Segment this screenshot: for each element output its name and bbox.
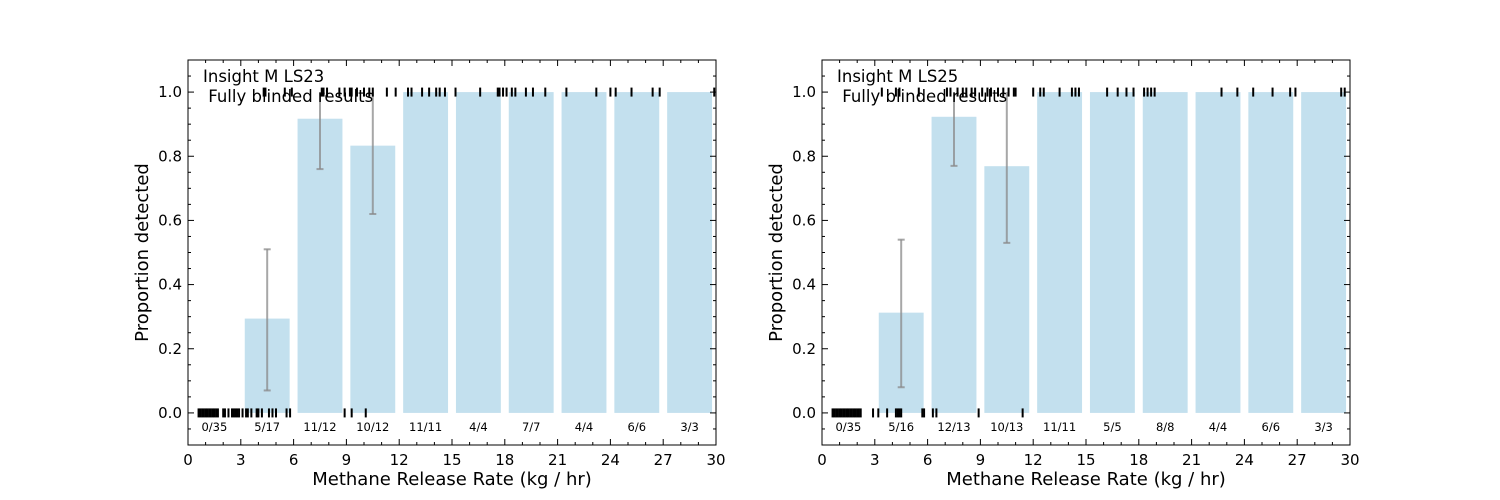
bin-count-label: 10/13 bbox=[990, 420, 1023, 434]
x-axis-label: Methane Release Rate (kg / hr) bbox=[312, 469, 592, 490]
bin-count-label: 11/11 bbox=[1043, 420, 1076, 434]
bar bbox=[1089, 92, 1135, 413]
x-tick-label: 24 bbox=[601, 451, 620, 469]
bin-count-label: 7/7 bbox=[522, 420, 541, 434]
x-axis-label: Methane Release Rate (kg / hr) bbox=[946, 469, 1226, 490]
bin-count-label: 0/35 bbox=[201, 420, 227, 434]
chart-panel-2: 0/35 5/16 12/13 10/13 11/11 5/5 8/8 4/4 6/6 3/3 0 3… bbox=[766, 59, 1360, 490]
x-tick-label: 0 bbox=[183, 451, 193, 469]
x-tick-label: 0 bbox=[817, 451, 827, 469]
bin-count-label: 0/35 bbox=[835, 420, 861, 434]
x-tick-label: 21 bbox=[548, 451, 567, 469]
y-tick-label: 1.0 bbox=[158, 83, 182, 101]
x-tick-label: 12 bbox=[390, 451, 409, 469]
chart-title-line2: Fully blinded results bbox=[837, 87, 1007, 106]
x-tick-label: 30 bbox=[1340, 451, 1359, 469]
y-tick-label: 0.2 bbox=[792, 340, 816, 358]
error-bar bbox=[263, 248, 271, 392]
x-tick-label: 27 bbox=[654, 451, 673, 469]
bin-count-label: 3/3 bbox=[1314, 420, 1333, 434]
x-tick-label: 3 bbox=[236, 451, 246, 469]
bar bbox=[508, 92, 554, 413]
y-tick-label: 0.6 bbox=[792, 211, 816, 229]
y-axis-label: Proportion detected bbox=[132, 163, 153, 342]
bin-count-label: 4/4 bbox=[575, 420, 594, 434]
y-tick-label: 0.6 bbox=[158, 211, 182, 229]
bin-count-label: 8/8 bbox=[1156, 420, 1175, 434]
x-tick-label: 18 bbox=[1129, 451, 1148, 469]
x-tick-label: 3 bbox=[870, 451, 880, 469]
x-tick-label: 27 bbox=[1288, 451, 1307, 469]
bin-count-label: 5/17 bbox=[254, 420, 280, 434]
bin-count-label: 6/6 bbox=[628, 420, 647, 434]
bin-count-label: 3/3 bbox=[680, 420, 699, 434]
x-tick-label: 15 bbox=[1076, 451, 1095, 469]
x-tick-label: 6 bbox=[923, 451, 933, 469]
x-tick-label: 21 bbox=[1182, 451, 1201, 469]
y-tick-label: 0.4 bbox=[158, 276, 182, 294]
bar bbox=[1195, 92, 1241, 413]
x-tick-label: 9 bbox=[342, 451, 352, 469]
x-tick-label: 12 bbox=[1024, 451, 1043, 469]
y-tick-label: 0.4 bbox=[792, 276, 816, 294]
bar bbox=[667, 92, 713, 413]
bin-count-label: 5/16 bbox=[888, 420, 914, 434]
x-tick-label: 6 bbox=[289, 451, 299, 469]
error-bar bbox=[1003, 92, 1011, 244]
x-tick-label: 9 bbox=[976, 451, 986, 469]
bin-count-label: 6/6 bbox=[1262, 420, 1281, 434]
bin-count-label: 4/4 bbox=[469, 420, 488, 434]
bin-count-label: 12/13 bbox=[937, 420, 970, 434]
y-axis-label: Proportion detected bbox=[766, 163, 787, 342]
x-tick-label: 30 bbox=[706, 451, 725, 469]
chart-title-line1: Insight M LS25 bbox=[837, 67, 958, 86]
bar bbox=[1142, 92, 1188, 413]
bar bbox=[403, 92, 449, 413]
bin-count-label: 10/12 bbox=[356, 420, 389, 434]
y-tick-label: 1.0 bbox=[792, 83, 816, 101]
bar bbox=[561, 92, 607, 413]
x-tick-label: 15 bbox=[442, 451, 461, 469]
y-tick-label: 0.8 bbox=[792, 147, 816, 165]
chart-title-line2: Fully blinded results bbox=[203, 87, 373, 106]
error-bar bbox=[950, 92, 958, 167]
error-bar bbox=[316, 92, 324, 171]
bin-count-label: 4/4 bbox=[1209, 420, 1228, 434]
bin-count-label: 11/12 bbox=[303, 420, 336, 434]
y-tick-label: 0.2 bbox=[158, 340, 182, 358]
error-bar bbox=[897, 238, 905, 389]
bin-count-label: 11/11 bbox=[409, 420, 442, 434]
y-tick-label: 0.8 bbox=[158, 147, 182, 165]
bar bbox=[1301, 92, 1347, 413]
bar bbox=[1037, 92, 1083, 413]
chart-title-line1: Insight M LS23 bbox=[203, 67, 324, 86]
error-bar bbox=[369, 92, 377, 215]
bar bbox=[1248, 92, 1294, 413]
y-tick-label: 0.0 bbox=[158, 404, 182, 422]
x-tick-label: 24 bbox=[1235, 451, 1254, 469]
x-tick-label: 18 bbox=[495, 451, 514, 469]
y-tick-label: 0.0 bbox=[792, 404, 816, 422]
bar bbox=[614, 92, 660, 413]
bar bbox=[455, 92, 501, 413]
bin-count-label: 5/5 bbox=[1103, 420, 1122, 434]
chart-panel-1: 0/35 5/17 11/12 10/12 11/11 4/4 7/7 4/4 6/6 3/3 0 3… bbox=[132, 59, 726, 490]
